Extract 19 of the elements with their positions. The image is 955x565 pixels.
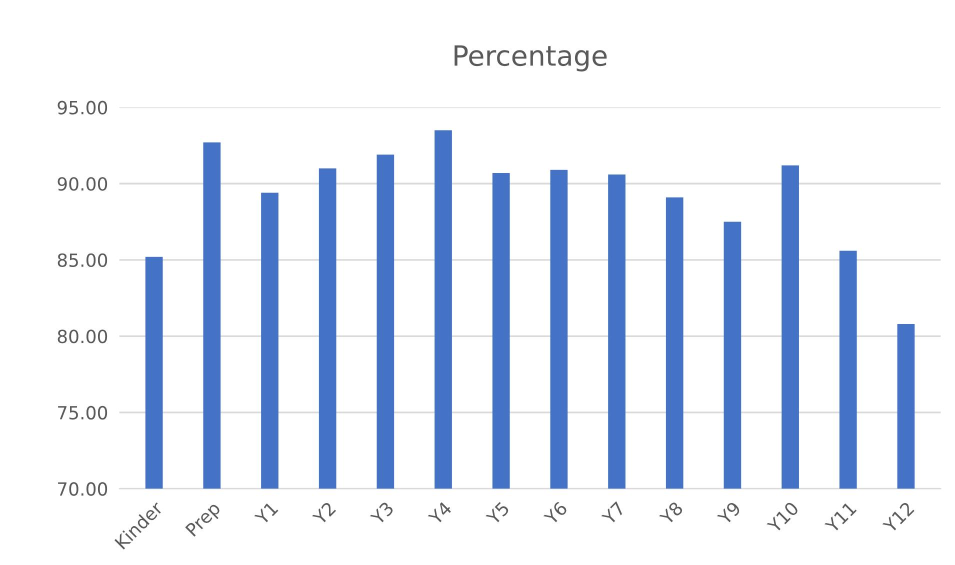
y-tick-label: 85.00 xyxy=(58,253,108,268)
x-tick-label: Y5 xyxy=(486,501,510,526)
chart-title: Percentage xyxy=(454,45,607,72)
x-tick-label: Y3 xyxy=(370,501,394,526)
x-tick-label: Y2 xyxy=(312,501,336,526)
x-tick-label: Y1 xyxy=(254,501,278,526)
x-tick-label: Y12 xyxy=(882,501,914,534)
y-tick-label: 75.00 xyxy=(58,406,108,420)
y-tick-label: 90.00 xyxy=(58,177,108,191)
y-tick-label: 70.00 xyxy=(58,482,108,496)
y-tick-label: 95.00 xyxy=(58,100,108,114)
x-tick-label: Y8 xyxy=(658,500,684,526)
x-tick-label: Y11 xyxy=(824,501,857,534)
x-tick-label: Y4 xyxy=(428,500,452,526)
y-tick-label: 80.00 xyxy=(58,330,108,344)
x-tick-label: Y6 xyxy=(543,500,568,526)
x-tick-label: Y10 xyxy=(766,500,800,534)
x-tick-label: Y7 xyxy=(601,501,626,526)
x-tick-label: Y9 xyxy=(716,500,742,526)
